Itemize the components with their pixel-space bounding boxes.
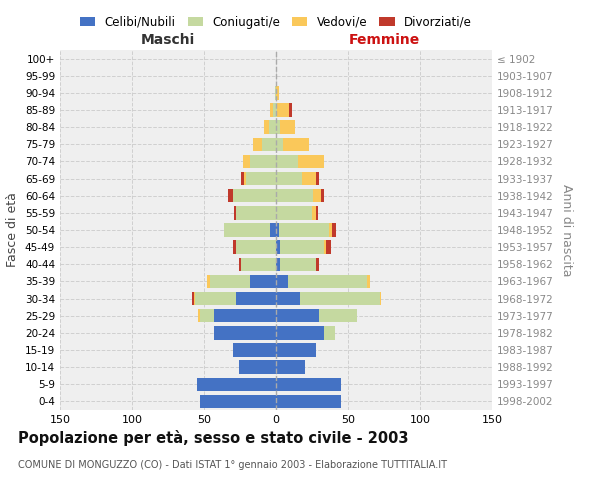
Bar <box>302 172 316 186</box>
Bar <box>287 274 367 288</box>
Bar <box>316 258 319 271</box>
Bar <box>193 292 194 306</box>
Bar <box>276 154 298 168</box>
Bar <box>234 206 236 220</box>
Bar <box>196 292 236 306</box>
Bar <box>276 394 341 408</box>
Bar <box>276 326 323 340</box>
Bar <box>250 154 276 168</box>
Y-axis label: Anni di nascita: Anni di nascita <box>560 184 573 276</box>
Bar <box>280 240 323 254</box>
Bar <box>241 258 276 271</box>
Bar <box>316 206 318 220</box>
Bar <box>319 309 356 322</box>
Bar <box>233 189 276 202</box>
Bar <box>276 274 287 288</box>
Bar <box>276 104 277 117</box>
Bar <box>236 292 276 306</box>
Text: Femmine: Femmine <box>349 34 419 48</box>
Bar <box>243 154 250 168</box>
Bar <box>197 378 276 391</box>
Bar <box>280 120 295 134</box>
Bar <box>244 172 246 186</box>
Bar <box>329 224 332 236</box>
Bar <box>276 240 280 254</box>
Bar <box>301 292 380 306</box>
Bar <box>200 394 276 408</box>
Bar <box>250 274 276 288</box>
Bar <box>277 104 289 117</box>
Bar <box>283 138 309 151</box>
Bar <box>224 224 270 236</box>
Bar <box>246 172 276 186</box>
Bar <box>265 120 269 134</box>
Bar <box>323 240 326 254</box>
Bar <box>236 240 276 254</box>
Bar <box>276 172 302 186</box>
Bar <box>273 104 276 117</box>
Bar <box>326 240 331 254</box>
Bar <box>276 360 305 374</box>
Bar <box>270 224 276 236</box>
Bar <box>239 360 276 374</box>
Bar <box>320 189 323 202</box>
Bar <box>236 206 276 220</box>
Bar <box>276 206 312 220</box>
Bar <box>276 309 319 322</box>
Text: Popolazione per età, sesso e stato civile - 2003: Popolazione per età, sesso e stato civil… <box>18 430 409 446</box>
Bar <box>276 189 313 202</box>
Legend: Celibi/Nubili, Coniugati/e, Vedovi/e, Divorziati/e: Celibi/Nubili, Coniugati/e, Vedovi/e, Di… <box>75 11 477 34</box>
Bar <box>270 104 273 117</box>
Bar <box>279 224 329 236</box>
Bar <box>200 309 214 322</box>
Bar <box>214 309 276 322</box>
Bar <box>241 172 244 186</box>
Bar <box>316 172 319 186</box>
Bar <box>214 326 276 340</box>
Bar <box>198 309 200 322</box>
Bar <box>298 154 323 168</box>
Bar <box>280 258 316 271</box>
Y-axis label: Fasce di età: Fasce di età <box>7 192 19 268</box>
Bar <box>207 274 210 288</box>
Bar <box>233 240 236 254</box>
Bar <box>276 258 280 271</box>
Bar <box>262 138 276 151</box>
Bar <box>367 274 370 288</box>
Bar <box>275 86 276 100</box>
Bar <box>276 344 316 356</box>
Bar <box>276 224 279 236</box>
Bar <box>253 138 262 151</box>
Text: COMUNE DI MONGUZZO (CO) - Dati ISTAT 1° gennaio 2003 - Elaborazione TUTTITALIA.I: COMUNE DI MONGUZZO (CO) - Dati ISTAT 1° … <box>18 460 447 470</box>
Bar <box>332 224 337 236</box>
Bar <box>313 189 320 202</box>
Bar <box>276 138 283 151</box>
Bar <box>239 258 241 271</box>
Bar <box>194 292 196 306</box>
Bar <box>210 274 250 288</box>
Bar <box>233 344 276 356</box>
Bar <box>276 120 280 134</box>
Bar <box>323 326 335 340</box>
Bar <box>289 104 292 117</box>
Bar <box>269 120 276 134</box>
Bar <box>229 189 233 202</box>
Bar <box>380 292 381 306</box>
Bar <box>276 292 301 306</box>
Bar <box>276 378 341 391</box>
Bar <box>276 86 279 100</box>
Text: Maschi: Maschi <box>141 34 195 48</box>
Bar <box>312 206 316 220</box>
